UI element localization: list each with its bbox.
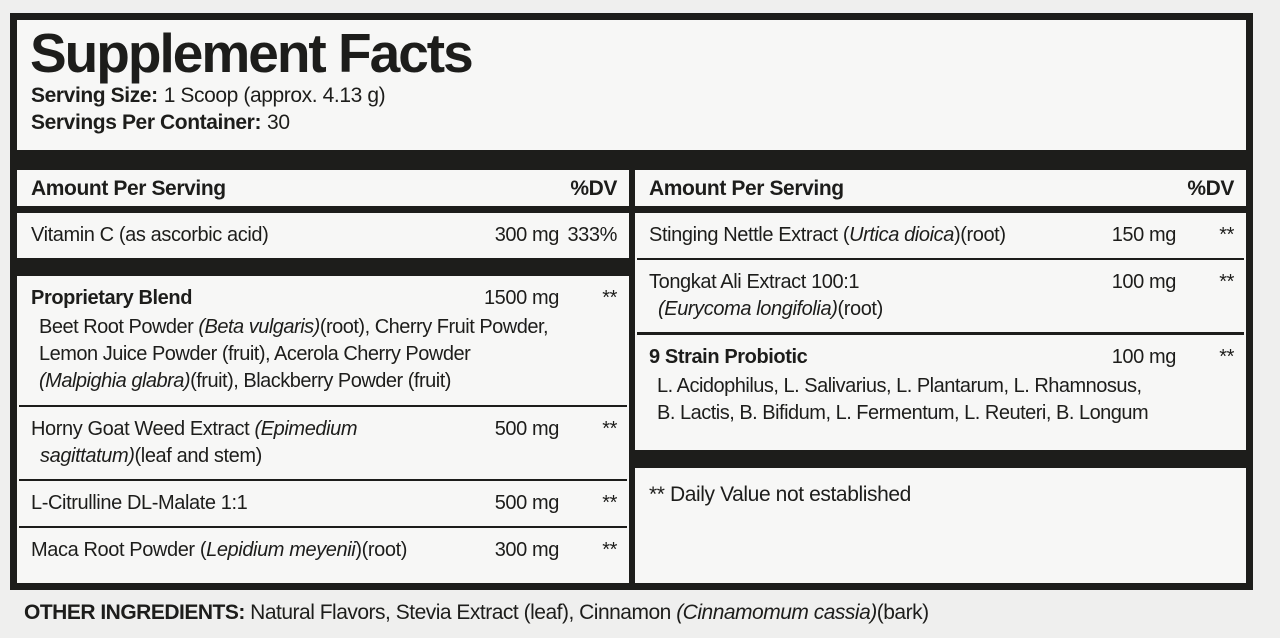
ingredient-name: 9 Strain Probiotic <box>649 346 808 368</box>
top-divider-bar <box>17 150 1246 170</box>
row-stinging-nettle: Stinging Nettle Extract (Urtica dioica)(… <box>635 213 1246 258</box>
row-separator <box>19 405 627 407</box>
facts-columns: Amount Per Serving %DV Vitamin C (as asc… <box>17 170 1246 583</box>
blend-ingredient-list: Beet Root Powder (Beta vulgaris)(root), … <box>39 316 549 392</box>
row-proprietary-blend: Proprietary Blend 1500 mg ** <box>17 276 629 314</box>
other-ingredients-line: OTHER INGREDIENTS: Natural Flavors, Stev… <box>24 601 929 624</box>
ingredient-name: L-Citrulline DL-Malate 1:1 <box>31 492 248 514</box>
ingredient-name: Proprietary Blend <box>31 287 193 309</box>
row-maca: Maca Root Powder (Lepidium meyenii)(root… <box>17 528 629 573</box>
supplement-facts-panel: Supplement Facts Serving Size: 1 Scoop (a… <box>10 13 1253 590</box>
ingredient-dv: ** <box>1219 346 1234 368</box>
ingredient-dv: ** <box>602 539 617 561</box>
ingredient-dv: 333% <box>567 224 617 246</box>
amount-per-serving-heading: Amount Per Serving <box>649 177 844 200</box>
servings-per-container-label: Servings Per Container: <box>31 111 262 134</box>
left-column: Amount Per Serving %DV Vitamin C (as asc… <box>17 170 629 583</box>
header-underline-bar <box>635 206 1246 213</box>
footnote-divider-bar <box>635 450 1246 468</box>
row-separator <box>637 258 1244 260</box>
ingredient-name: Maca Root Powder (Lepidium meyenii)(root… <box>31 539 408 561</box>
dv-heading: %DV <box>570 177 617 200</box>
ingredient-amount: 100 mg <box>1111 346 1177 368</box>
servings-per-container-value: 30 <box>267 111 290 134</box>
ingredient-amount: 150 mg <box>1111 224 1177 246</box>
row-citrulline: L-Citrulline DL-Malate 1:1 500 mg ** <box>17 481 629 526</box>
row-tongkat-ali: Tongkat Ali Extract 100:1 (Eurycoma longi… <box>635 260 1246 332</box>
serving-size-label: Serving Size: <box>31 84 158 107</box>
amount-per-serving-heading: Amount Per Serving <box>31 177 226 200</box>
ingredient-dv: ** <box>602 287 617 309</box>
row-vitamin-c: Vitamin C (as ascorbic acid) 300 mg 333% <box>17 213 629 258</box>
probiotic-strain-list: L. Acidophilus, L. Salivarius, L. Planta… <box>657 375 1149 424</box>
ingredient-name: Horny Goat Weed Extract (Epimedium sagitt… <box>31 418 358 467</box>
ingredient-dv: ** <box>602 418 617 440</box>
serving-size-value: 1 Scoop (approx. 4.13 g) <box>163 84 386 107</box>
servings-per-container-line: Servings Per Container: 30 <box>31 109 1246 136</box>
section-divider-bar <box>17 258 629 276</box>
header-underline-bar <box>17 206 629 213</box>
dv-heading: %DV <box>1187 177 1234 200</box>
ingredient-amount: 500 mg <box>494 418 560 440</box>
column-divider <box>629 170 635 583</box>
serving-size-line: Serving Size: 1 Scoop (approx. 4.13 g) <box>31 82 1246 109</box>
row-horny-goat-weed: Horny Goat Weed Extract (Epimedium sagitt… <box>17 407 629 479</box>
right-column: Amount Per Serving %DV Stinging Nettle E… <box>635 170 1246 583</box>
panel-title: Supplement Facts <box>30 22 474 84</box>
ingredient-amount: 500 mg <box>494 492 560 514</box>
row-probiotic: 9 Strain Probiotic 100 mg ** <box>635 335 1246 373</box>
ingredient-amount: 300 mg <box>494 539 560 561</box>
ingredient-name: Vitamin C (as ascorbic acid) <box>31 224 269 246</box>
ingredient-amount: 300 mg <box>494 224 560 246</box>
left-column-header: Amount Per Serving %DV <box>17 170 629 206</box>
right-column-header: Amount Per Serving %DV <box>635 170 1246 206</box>
row-separator <box>19 526 627 528</box>
ingredient-name: Stinging Nettle Extract (Urtica dioica)(… <box>649 224 1006 246</box>
daily-value-footnote: ** Daily Value not established <box>649 483 911 506</box>
ingredient-amount: 100 mg <box>1111 271 1177 293</box>
ingredient-name: Tongkat Ali Extract 100:1 (Eurycoma longi… <box>649 271 883 320</box>
ingredient-dv: ** <box>1219 224 1234 246</box>
ingredient-amount: 1500 mg <box>483 287 559 309</box>
row-separator <box>637 332 1244 335</box>
ingredient-dv: ** <box>1219 271 1234 293</box>
row-separator <box>19 479 627 481</box>
ingredient-dv: ** <box>602 492 617 514</box>
